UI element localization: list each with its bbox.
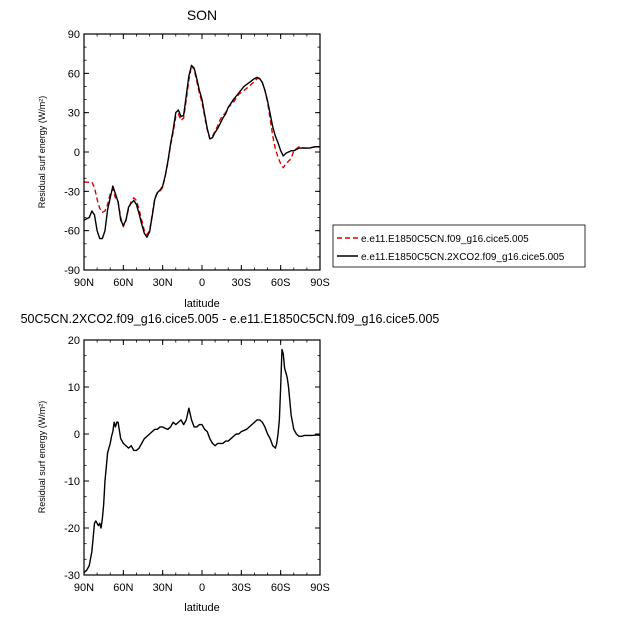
legend-label-2: e.e11.E1850C5CN.2XCO2.f09_g16.cice5.005	[361, 252, 565, 263]
bottom-x-tick-label: 90N	[74, 582, 94, 594]
legend-label-1: e.e11.E1850C5CN.f09_g16.cice5.005	[361, 234, 529, 245]
top-y-tick-label: 30	[68, 108, 80, 120]
top-y-tick-label: -30	[64, 186, 80, 198]
top-y-tick-label: 0	[74, 147, 80, 159]
bottom-y-tick-label: -10	[64, 476, 80, 488]
bottom-chart-panel: -30 -20 -10 0 10 20 90N 60N 30N 0 30S 60S 90S	[64, 335, 330, 594]
top-x-axis-label: latitude	[184, 298, 219, 310]
top-x-tick-label: 60S	[271, 277, 291, 289]
bottom-x-tick-label: 60S	[271, 582, 291, 594]
bottom-x-tick-label: 30N	[153, 582, 173, 594]
bottom-x-tick-label: 0	[199, 582, 205, 594]
bottom-y-axis-label: Residual surf energy (W/m²)	[37, 401, 47, 514]
top-x-tick-label: 90N	[74, 277, 94, 289]
top-plot-frame	[83, 33, 321, 271]
top-x-tick-label: 60N	[113, 277, 133, 289]
top-y-tick-label: -90	[64, 265, 80, 277]
bottom-y-tick-label: 0	[74, 429, 80, 441]
top-y-tick-label: 60	[68, 68, 80, 80]
bottom-chart-title: 50C5CN.2XCO2.f09_g16.cice5.005 - e.e11.E…	[21, 312, 440, 326]
top-x-tick-label: 30S	[232, 277, 252, 289]
bottom-y-tick-label: -20	[64, 523, 80, 535]
top-x-tick-label: 90S	[310, 277, 330, 289]
bottom-series-line-1	[84, 348, 320, 574]
top-x-tick-label: 0	[199, 277, 205, 289]
bottom-x-tick-label: 60N	[113, 582, 133, 594]
top-series-line-2	[84, 64, 320, 240]
legend-box	[332, 224, 586, 268]
bottom-y-tick-label: 10	[68, 382, 80, 394]
bottom-x-axis-label: latitude	[184, 602, 219, 614]
top-y-tick-label: -60	[64, 226, 80, 238]
bottom-x-tick-label: 30S	[232, 582, 252, 594]
bottom-y-tick-label: 20	[68, 335, 80, 347]
bottom-x-tick-label: 90S	[310, 582, 330, 594]
top-chart-title: SON	[187, 7, 217, 23]
bottom-plot-frame	[83, 339, 321, 576]
top-y-tick-label: 90	[68, 29, 80, 41]
top-x-tick-label: 30N	[153, 277, 173, 289]
top-y-axis-label: Residual surf energy (W/m²)	[37, 96, 47, 209]
top-chart-panel: -90 -60 -30 0 30 60 90 90N 60N 30N 0 30S 60S 90S	[64, 29, 330, 289]
top-chart-legend: e.e11.E1850C5CN.f09_g16.cice5.005 e.e11.E…	[332, 224, 586, 268]
bottom-y-tick-label: -30	[64, 570, 80, 582]
